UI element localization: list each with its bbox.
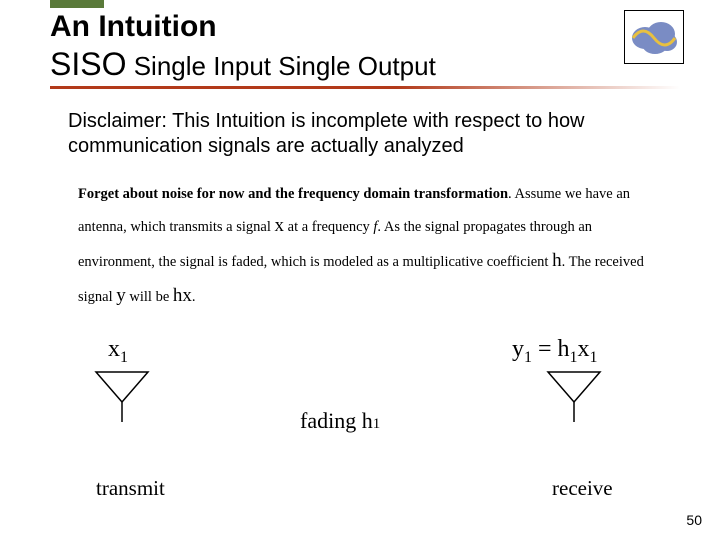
body-part6: will be [126,289,173,305]
rx-antenna-icon [544,368,604,423]
body-part7: . [192,289,196,305]
tx-antenna-icon [92,368,152,423]
body-part1: Forget about noise for now and the frequ… [78,186,508,202]
logo-box [624,10,684,64]
cloud-wave-icon [627,14,681,60]
var-y: y [116,285,126,306]
var-x: x [275,215,285,236]
transmit-label: transmit [96,476,165,501]
var-h: h [552,250,562,271]
siso-diagram: x1 y1 = h1x1 fading h1 transmit receive [0,336,720,516]
rx-equation-label: y1 = h1x1 [512,336,598,367]
title-underline [50,86,680,89]
title-accent-bar [50,0,104,8]
body-part3: at a frequency [284,219,373,235]
body-paragraph: Forget about noise for now and the frequ… [78,181,662,313]
title-expansion: Single Input Single Output [134,51,436,81]
var-hx: hx [173,285,192,306]
title-line1: An Intuition [50,4,720,43]
fading-label: fading h1 [300,408,380,434]
tx-signal-label: x1 [108,336,128,367]
page-number: 50 [686,512,702,528]
receive-label: receive [552,476,613,501]
title-line2: SISO Single Input Single Output [50,45,720,83]
disclaimer-text: Disclaimer: This Intuition is incomplete… [68,109,660,159]
title-acronym: SISO [50,46,126,82]
title-block: An Intuition SISO Single Input Single Ou… [0,0,720,83]
